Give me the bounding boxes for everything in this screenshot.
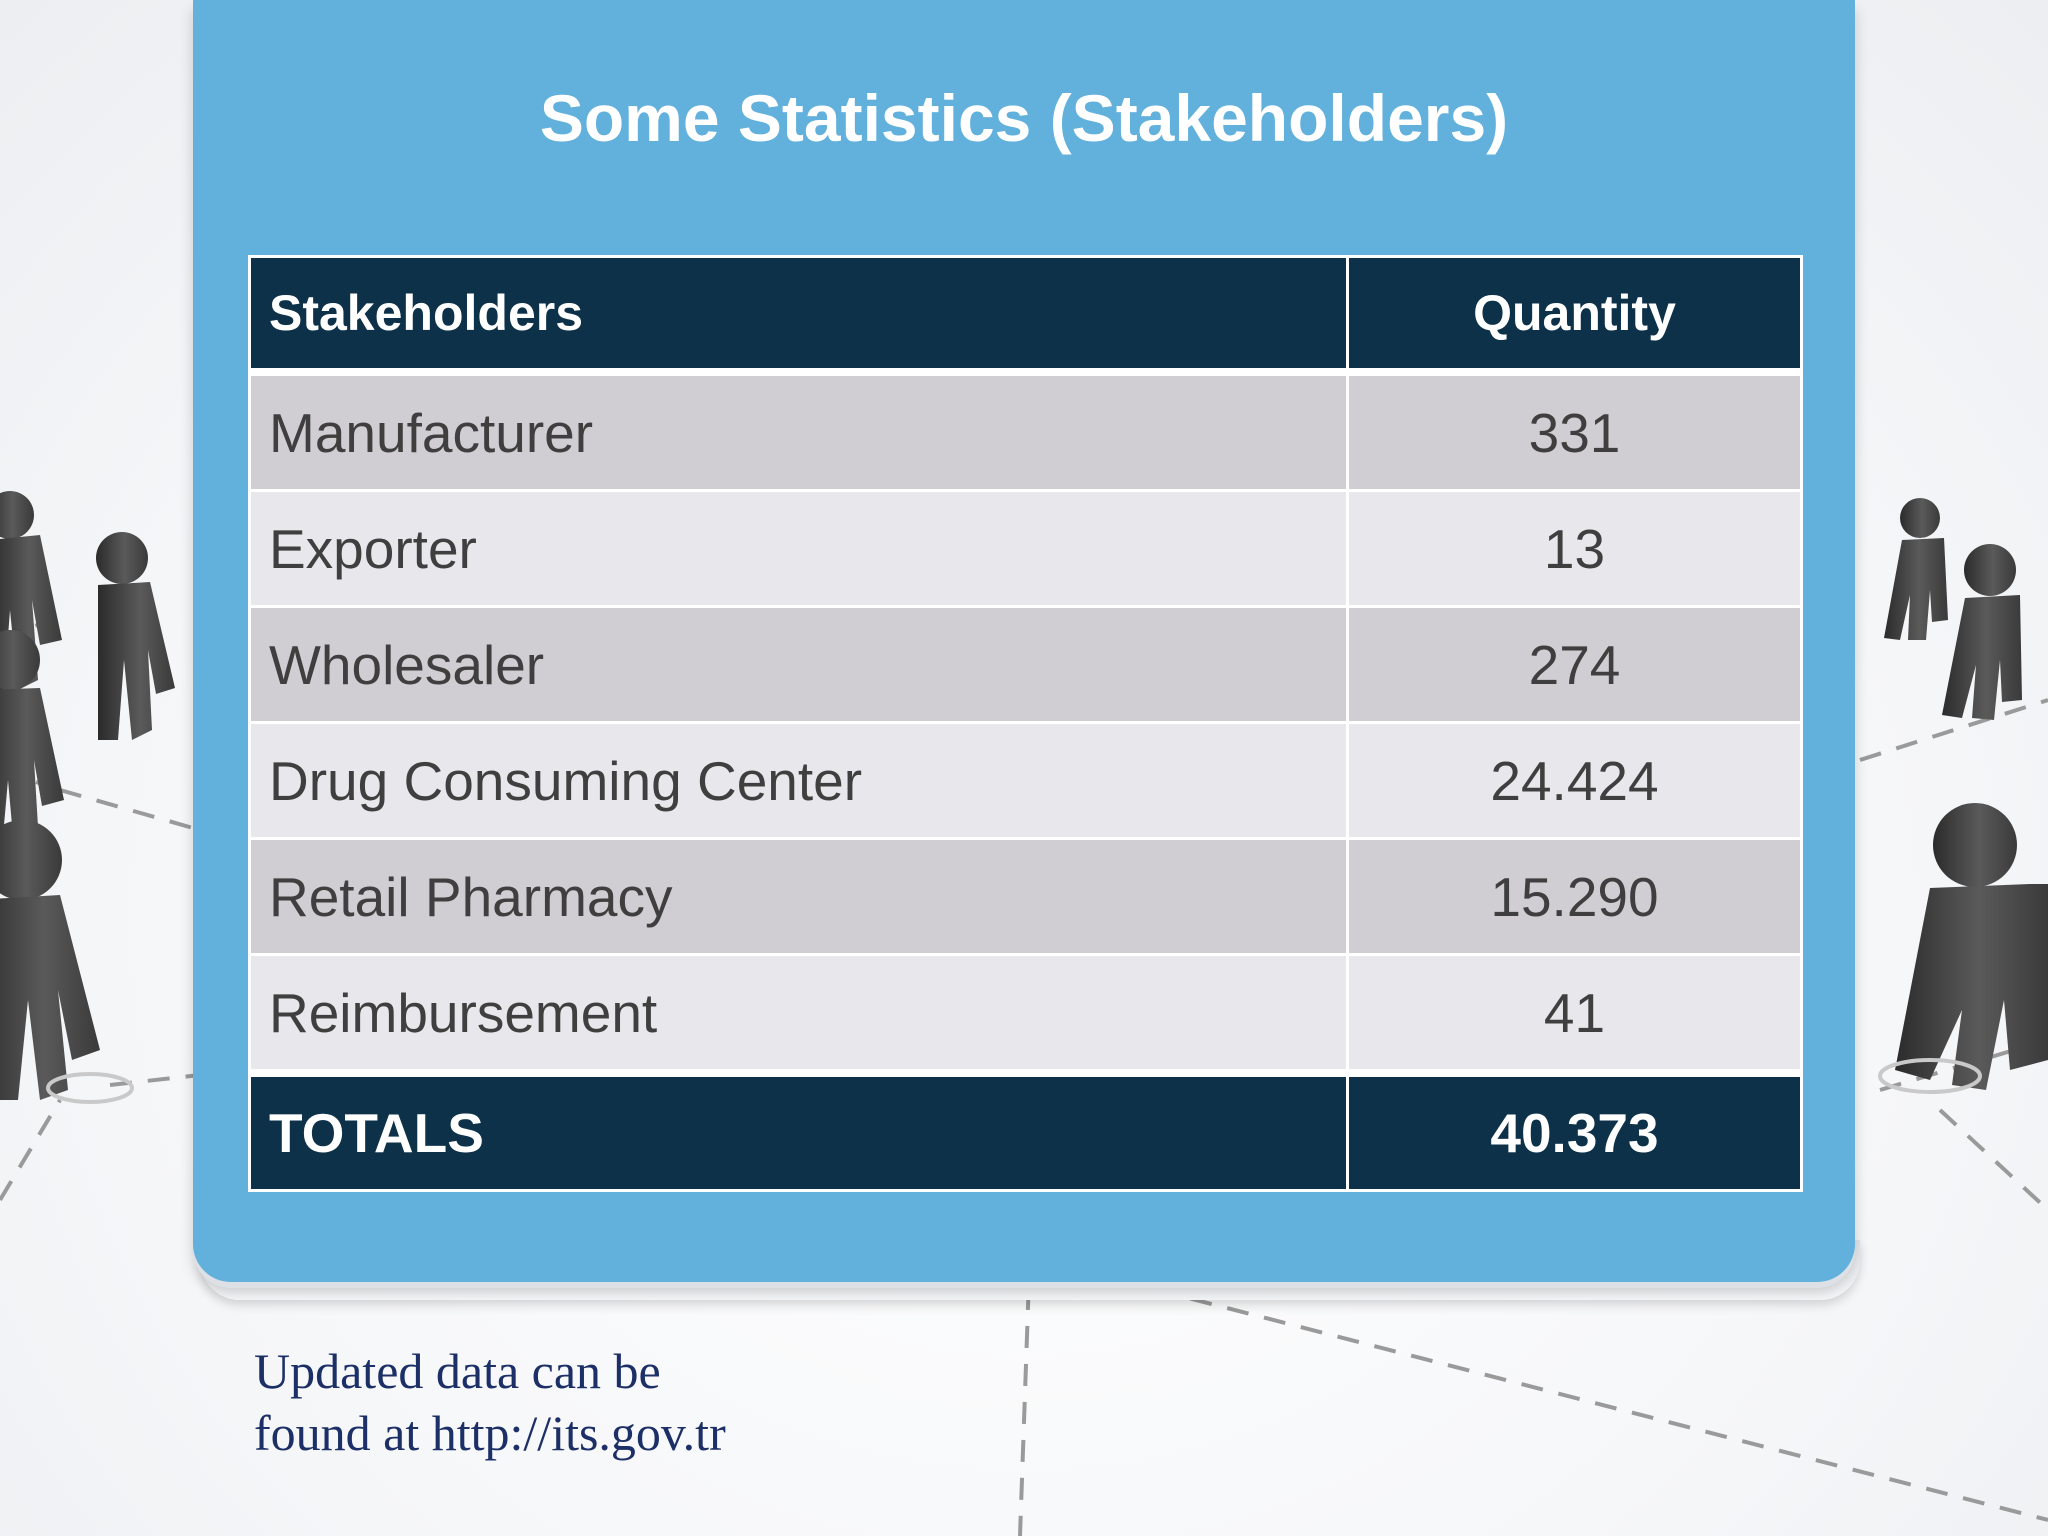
person-figure-right-3: [1880, 803, 2048, 1092]
slide-title: Some Statistics (Stakeholders): [193, 78, 1855, 158]
stakeholder-quantity: 24.424: [1348, 723, 1802, 839]
stakeholder-table: Stakeholders Quantity Manufacturer 331 E…: [248, 255, 1803, 1192]
stakeholder-name: Exporter: [250, 491, 1348, 607]
totals-quantity: 40.373: [1348, 1076, 1802, 1191]
stakeholder-name: Wholesaler: [250, 607, 1348, 723]
person-figure-right-1: [1884, 498, 1948, 640]
totals-row: TOTALS 40.373: [250, 1076, 1802, 1191]
table-row: Retail Pharmacy 15.290: [250, 839, 1802, 955]
person-figure-left-4: [0, 820, 132, 1102]
stakeholder-name: Reimbursement: [250, 955, 1348, 1071]
stakeholder-quantity: 15.290: [1348, 839, 1802, 955]
table-row: Reimbursement 41: [250, 955, 1802, 1071]
person-figure-left-2: [96, 532, 175, 740]
stakeholder-quantity: 41: [1348, 955, 1802, 1071]
stakeholder-name: Retail Pharmacy: [250, 839, 1348, 955]
person-figure-right-2: [1942, 544, 2022, 720]
totals-label: TOTALS: [250, 1076, 1348, 1191]
table-row: Drug Consuming Center 24.424: [250, 723, 1802, 839]
table-row: Exporter 13: [250, 491, 1802, 607]
footnote-line-1: Updated data can be: [254, 1340, 726, 1402]
footnote-line-2: found at http://its.gov.tr: [254, 1402, 726, 1464]
column-header-quantity: Quantity: [1348, 257, 1802, 370]
stakeholder-quantity: 13: [1348, 491, 1802, 607]
stakeholder-quantity: 274: [1348, 607, 1802, 723]
table-header-row: Stakeholders Quantity: [250, 257, 1802, 370]
stakeholder-quantity: 331: [1348, 375, 1802, 491]
table-row: Wholesaler 274: [250, 607, 1802, 723]
column-header-stakeholders: Stakeholders: [250, 257, 1348, 370]
table-row: Manufacturer 331: [250, 375, 1802, 491]
footnote: Updated data can be found at http://its.…: [254, 1340, 726, 1464]
stakeholder-name: Manufacturer: [250, 375, 1348, 491]
stakeholder-name: Drug Consuming Center: [250, 723, 1348, 839]
